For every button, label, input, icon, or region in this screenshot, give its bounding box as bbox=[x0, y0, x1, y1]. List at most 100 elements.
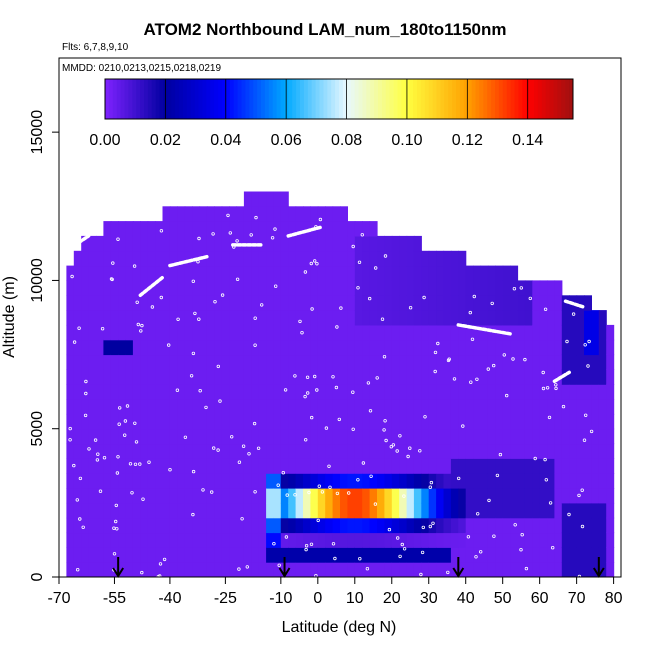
heatmap-cell bbox=[214, 280, 223, 296]
heatmap-cell bbox=[199, 532, 208, 548]
heatmap-cell bbox=[502, 354, 511, 370]
heatmap-cell bbox=[384, 310, 393, 326]
heatmap-cell bbox=[347, 413, 356, 430]
heatmap-cell bbox=[391, 399, 400, 415]
heatmap-cell bbox=[554, 532, 563, 548]
heatmap-cell bbox=[428, 265, 437, 281]
heatmap-cell bbox=[362, 413, 371, 430]
heatmap-cell bbox=[288, 310, 297, 326]
heatmap-cell bbox=[413, 532, 422, 548]
colorbar-swatch bbox=[229, 79, 235, 119]
heatmap-cell bbox=[273, 324, 282, 341]
heatmap-cell bbox=[162, 532, 171, 548]
heatmap-cell bbox=[517, 354, 526, 370]
heatmap-cell bbox=[584, 517, 592, 534]
heatmap-cell bbox=[391, 324, 400, 341]
heatmap-cell bbox=[347, 369, 356, 385]
heatmap-cell bbox=[384, 547, 393, 563]
heatmap-cell bbox=[473, 324, 482, 341]
heatmap-cell bbox=[229, 369, 238, 385]
heatmap-cell bbox=[465, 547, 474, 563]
heatmap-cell bbox=[177, 295, 186, 311]
heatmap-cell bbox=[162, 280, 171, 296]
heatmap-cell bbox=[88, 562, 97, 577]
colorbar-swatch bbox=[105, 79, 110, 119]
track-point bbox=[334, 385, 339, 390]
heatmap-cell bbox=[199, 562, 208, 577]
heatmap-cell bbox=[81, 473, 90, 489]
track-point bbox=[368, 409, 373, 413]
heatmap-cell bbox=[391, 354, 400, 370]
heatmap-cell bbox=[303, 324, 311, 341]
heatmap-cell bbox=[502, 488, 511, 504]
heatmap-cell bbox=[495, 443, 504, 459]
heatmap-cell bbox=[110, 324, 119, 341]
track-point bbox=[382, 355, 387, 359]
track-point bbox=[283, 388, 288, 392]
heatmap-cell bbox=[347, 547, 356, 563]
heatmap-cell bbox=[177, 443, 186, 459]
track-point bbox=[111, 261, 115, 265]
heatmap-cell bbox=[288, 369, 297, 385]
heatmap-cell bbox=[554, 310, 563, 326]
track-segment bbox=[456, 323, 512, 336]
track-point bbox=[273, 227, 277, 231]
heatmap-cell bbox=[66, 324, 75, 341]
track-point bbox=[198, 389, 202, 393]
heatmap-cell bbox=[96, 399, 104, 415]
heatmap-cell bbox=[354, 250, 363, 267]
track-point bbox=[211, 232, 215, 236]
x-tick-label: -70 bbox=[47, 590, 70, 607]
track-point bbox=[245, 565, 249, 569]
track-point bbox=[314, 574, 318, 577]
track-point bbox=[505, 393, 509, 398]
heatmap-cell bbox=[147, 384, 156, 400]
heatmap-cell bbox=[162, 221, 171, 237]
heatmap-cell bbox=[303, 473, 311, 489]
heatmap-cell bbox=[391, 384, 400, 400]
track-point bbox=[166, 343, 171, 347]
heatmap-cell bbox=[510, 384, 519, 400]
heatmap-cell bbox=[384, 339, 393, 356]
heatmap-cell bbox=[369, 443, 378, 459]
heatmap-cell bbox=[317, 280, 326, 296]
heatmap-cell bbox=[184, 265, 193, 281]
heatmap-cell bbox=[369, 250, 378, 267]
heatmap-cell bbox=[539, 428, 548, 445]
heatmap-cell bbox=[332, 547, 341, 563]
heatmap-cell bbox=[436, 532, 445, 548]
heatmap-cell bbox=[369, 488, 378, 504]
heatmap-cell bbox=[221, 354, 230, 370]
colorbar-swatch bbox=[128, 79, 133, 119]
heatmap-cell bbox=[199, 443, 208, 459]
heatmap-cell bbox=[295, 324, 304, 341]
track-point bbox=[281, 471, 285, 475]
heatmap-cell bbox=[96, 562, 104, 577]
heatmap-cell bbox=[184, 354, 193, 370]
heatmap-cell bbox=[169, 443, 178, 459]
heatmap-cell bbox=[391, 265, 400, 281]
heatmap-cell bbox=[280, 473, 289, 489]
heatmap-cell bbox=[155, 384, 164, 400]
heatmap-cell bbox=[539, 443, 548, 459]
heatmap-cell bbox=[480, 488, 489, 504]
heatmap-cell bbox=[199, 502, 208, 519]
heatmap-cell bbox=[303, 339, 311, 356]
colorbar-swatch bbox=[405, 79, 410, 119]
heatmap-cell bbox=[140, 250, 149, 267]
heatmap-cell bbox=[147, 413, 156, 430]
colorbar-swatch bbox=[350, 79, 356, 119]
heatmap-cell bbox=[295, 562, 304, 577]
heatmap-cell bbox=[110, 517, 119, 534]
heatmap-cell bbox=[155, 324, 164, 341]
track-point bbox=[382, 428, 386, 432]
heatmap-cell bbox=[192, 339, 201, 356]
heatmap-cell bbox=[295, 339, 304, 356]
heatmap-cell bbox=[591, 399, 600, 415]
heatmap-cell bbox=[221, 532, 230, 548]
heatmap-cell bbox=[443, 547, 452, 563]
heatmap-cell bbox=[421, 295, 430, 311]
track-point bbox=[68, 438, 72, 442]
heatmap-cell bbox=[66, 428, 75, 445]
colorbar-swatch bbox=[237, 79, 242, 119]
